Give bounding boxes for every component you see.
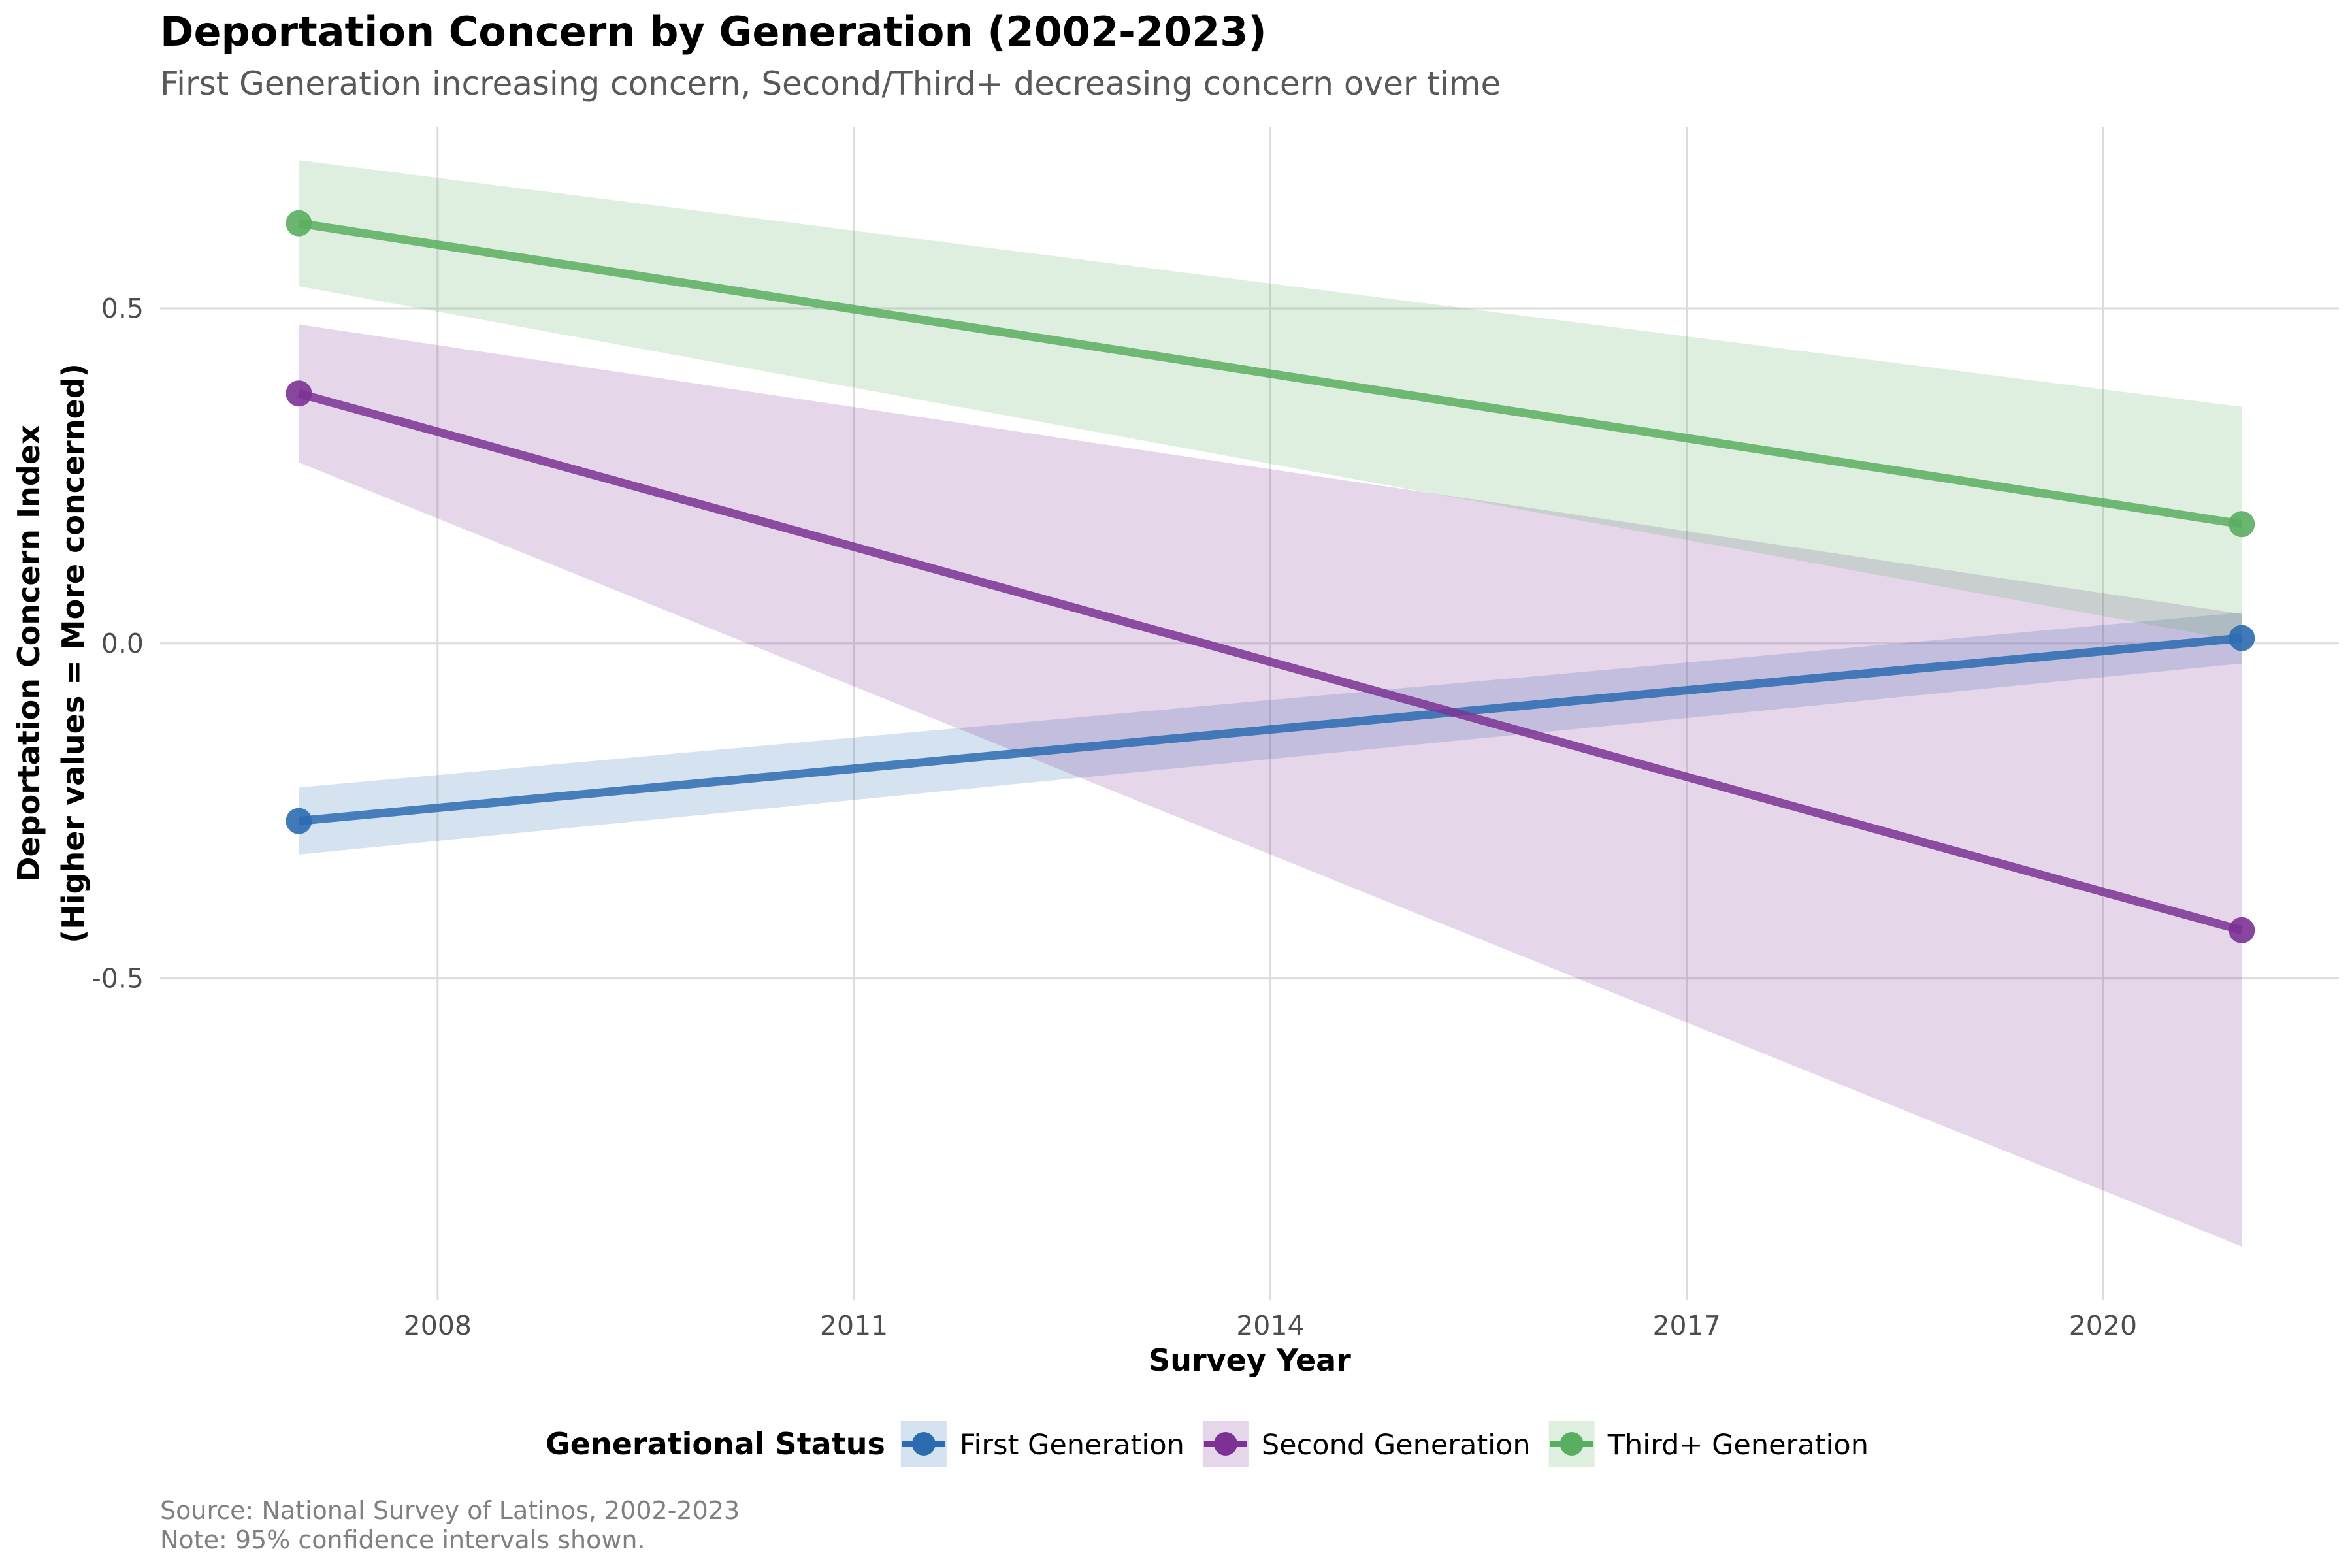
x-axis-title: Survey Year bbox=[1149, 1343, 1351, 1378]
point-third-generation-2007 bbox=[286, 210, 312, 237]
chart-title: Deportation Concern by Generation (2002-… bbox=[160, 8, 1267, 56]
legend-item-third-generation: Third+ Generation bbox=[1548, 1421, 1869, 1467]
line-second-generation bbox=[297, 389, 2244, 935]
point-first-generation-2007 bbox=[286, 808, 312, 834]
y-tick-label: -0.5 bbox=[91, 963, 144, 994]
trend-lines bbox=[297, 219, 2244, 935]
confidence-bands bbox=[299, 160, 2242, 1247]
legend-label: First Generation bbox=[960, 1429, 1184, 1462]
legend-item-second-generation: Second Generation bbox=[1202, 1421, 1531, 1467]
legend-label: Second Generation bbox=[1262, 1429, 1531, 1462]
chart-subtitle: First Generation increasing concern, Sec… bbox=[160, 65, 1501, 103]
y-axis-title-line1: Deportation Concern Index bbox=[11, 425, 46, 881]
grid-lines bbox=[160, 127, 2339, 1300]
line-first-generation bbox=[298, 634, 2242, 826]
point-second-generation-2021 bbox=[2229, 917, 2255, 943]
x-tick-label: 2020 bbox=[2069, 1310, 2137, 1341]
y-tick-label: 0.5 bbox=[101, 293, 144, 324]
x-tick-label: 2017 bbox=[1652, 1310, 1720, 1341]
point-third-generation-2021 bbox=[2229, 511, 2255, 538]
x-axis-ticks: 2008 2011 2014 2017 2020 bbox=[404, 1310, 2137, 1341]
y-axis-ticks: -0.5 0.0 0.5 bbox=[91, 293, 144, 994]
x-tick-label: 2011 bbox=[820, 1310, 888, 1341]
legend-item-first-generation: First Generation bbox=[900, 1421, 1184, 1467]
legend-key-point bbox=[1213, 1432, 1237, 1456]
point-second-generation-2007 bbox=[286, 380, 312, 407]
caption-note: Note: 95% confidence intervals shown. bbox=[160, 1526, 645, 1554]
ci-band-third-generation bbox=[299, 160, 2242, 642]
point-first-generation-2021 bbox=[2229, 625, 2255, 651]
legend-key-point bbox=[911, 1432, 936, 1456]
line-third-generation bbox=[298, 219, 2243, 529]
data-points bbox=[286, 210, 2255, 943]
y-axis-title-line2: (Higher values = More concerned) bbox=[56, 363, 91, 943]
x-tick-label: 2008 bbox=[404, 1310, 472, 1341]
y-tick-label: 0.0 bbox=[101, 628, 144, 659]
legend: Generational Status First Generation Seco… bbox=[546, 1421, 1869, 1467]
x-tick-label: 2014 bbox=[1236, 1310, 1304, 1341]
caption-source: Source: National Survey of Latinos, 2002… bbox=[160, 1496, 740, 1525]
legend-title: Generational Status bbox=[546, 1426, 885, 1462]
legend-label: Third+ Generation bbox=[1607, 1429, 1869, 1462]
ci-band-second-generation bbox=[299, 324, 2242, 1247]
legend-key-point bbox=[1560, 1432, 1584, 1456]
